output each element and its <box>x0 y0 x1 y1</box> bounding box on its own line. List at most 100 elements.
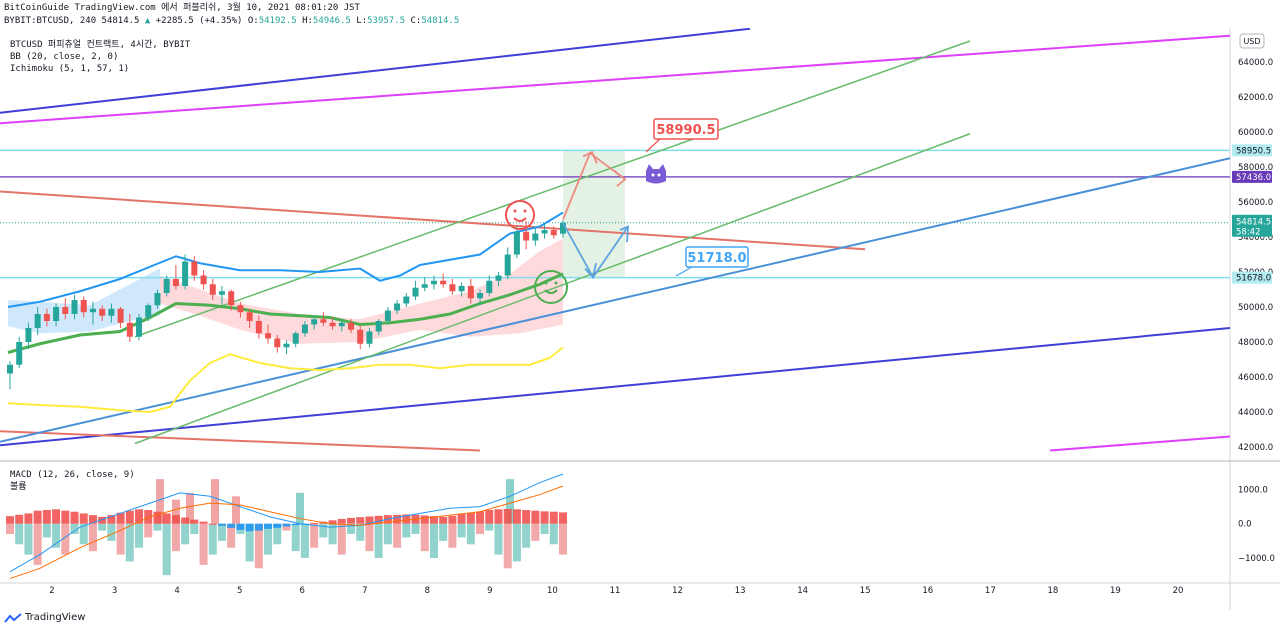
candle-body <box>16 342 23 365</box>
candle-body <box>320 319 327 323</box>
volume-bar <box>79 523 88 545</box>
arrowhead-up-2 <box>613 169 627 187</box>
candle-body <box>34 314 41 328</box>
price-chart[interactable]: 58990.5 51718.0 64000.0 62000.0 60000.0 5800… <box>0 28 1280 610</box>
macd-legend-sub: 볼륨 <box>10 481 27 492</box>
price-change: +2285.5 (+4.35%) <box>155 16 243 26</box>
level-tag-57436: 57436.0 <box>1232 170 1272 183</box>
level-tag-58950: 58950.5 <box>1232 144 1272 157</box>
currency-button[interactable]: USD <box>1239 33 1265 49</box>
candle-body <box>403 296 410 304</box>
navy-channel-lower <box>0 327 1230 447</box>
volume-bar <box>33 523 42 565</box>
publish-text: BitCoinGuide TradingView.com 에서 퍼블리쉬, 3월… <box>4 3 360 13</box>
macd-histogram-bar <box>503 508 512 524</box>
candle-body <box>71 300 78 314</box>
macd-histogram-bar <box>522 510 531 524</box>
bollinger-upper-band <box>7 211 564 308</box>
candle-body <box>495 275 502 281</box>
macd-histogram-bar <box>181 517 190 524</box>
volume-bar <box>411 523 420 534</box>
volume-bar <box>6 523 14 534</box>
macd-histogram-bar <box>264 523 273 529</box>
price-tag-box <box>1232 170 1272 183</box>
volume-bar <box>383 523 392 545</box>
volume-bar <box>291 523 300 552</box>
low-value: 53957.5 <box>367 16 406 26</box>
legend-bb[interactable]: BB (20, close, 2, 0) <box>10 52 118 62</box>
volume-bar <box>402 523 411 538</box>
candle-body <box>89 308 96 313</box>
candle-body <box>394 303 401 311</box>
candle-body <box>53 307 60 321</box>
cat-eye <box>657 173 661 177</box>
macd-histogram-bar <box>549 511 558 524</box>
macd-histogram-bar <box>144 510 153 524</box>
smiley-face-icon <box>505 200 535 230</box>
candle-body <box>292 333 299 344</box>
projection-box <box>563 150 625 278</box>
macd-histogram-bar <box>236 523 245 530</box>
symbol-label[interactable]: BYBIT:BTCUSD, 240 <box>4 16 97 26</box>
footer: TradingView <box>4 612 85 623</box>
price-tag-box <box>1232 271 1272 284</box>
volume-bar <box>24 523 33 555</box>
up-arrow-icon: ▲ <box>144 16 151 26</box>
volume-bar <box>88 523 97 552</box>
volume-bar <box>328 523 337 545</box>
macd-histogram-bar <box>402 514 411 524</box>
arrowhead-down-2 <box>619 225 629 243</box>
macd-tick: 0.0 <box>1238 520 1252 530</box>
candle-body <box>7 364 13 374</box>
macd-histogram-bar <box>245 523 254 532</box>
smiley-mouth <box>513 217 527 222</box>
open-label: O: <box>247 16 259 26</box>
candle-body <box>486 280 493 293</box>
macd-histogram-bar <box>559 512 567 524</box>
candle-body <box>108 308 115 316</box>
macd-histogram-bar <box>356 517 365 524</box>
price-tag-text: 57436.0 <box>1236 173 1271 183</box>
volume-bar <box>107 523 116 541</box>
price-tick: 48000.0 <box>1238 338 1273 348</box>
candle-body <box>218 291 225 295</box>
macd-tick: 1000.0 <box>1238 485 1268 495</box>
macd-histogram-bar <box>217 523 226 526</box>
macd-histogram-bar <box>429 516 438 524</box>
smiley-eye <box>513 209 517 213</box>
red-trend-lower <box>0 430 481 452</box>
price-tick: 44000.0 <box>1238 408 1273 418</box>
candle-body <box>200 275 207 285</box>
macd-histogram-bar <box>439 516 448 524</box>
macd-histogram-bar <box>153 511 162 524</box>
macd-histogram-bar <box>61 510 70 524</box>
macd-histogram-bar <box>420 515 429 524</box>
time-tick: 15 <box>860 586 871 596</box>
macd-legend-title[interactable]: MACD (12, 26, close, 9) <box>10 470 135 480</box>
brand-label[interactable]: TradingView <box>25 612 86 623</box>
macd-histogram-bar <box>190 519 199 524</box>
legend-ichimoku[interactable]: Ichimoku (5, 1, 57, 1) <box>10 64 129 74</box>
candle-body <box>366 331 373 344</box>
price-tag-text: 58950.5 <box>1236 146 1271 156</box>
volume-bar <box>319 523 328 538</box>
volume-bar <box>172 499 180 524</box>
macd-histogram-bar <box>88 515 97 524</box>
close-label: C: <box>410 16 422 26</box>
last-price: 54814.5 <box>101 16 140 26</box>
candle-body <box>182 261 189 286</box>
blue-trend-line <box>0 157 1230 443</box>
macd-histogram-bar <box>116 512 125 524</box>
candle-body <box>62 307 69 314</box>
volume-bar <box>144 523 153 538</box>
macd-histogram-bar <box>485 510 494 524</box>
macd-histogram-bar <box>347 517 356 524</box>
time-tick: 11 <box>610 586 621 596</box>
candle-body <box>191 261 198 276</box>
candle-body <box>421 284 428 288</box>
time-tick: 4 <box>174 586 179 596</box>
macd-histogram-bar <box>310 523 319 525</box>
volume-bar <box>393 523 402 548</box>
volume-bar <box>356 523 365 541</box>
callout-pointer <box>645 138 661 153</box>
